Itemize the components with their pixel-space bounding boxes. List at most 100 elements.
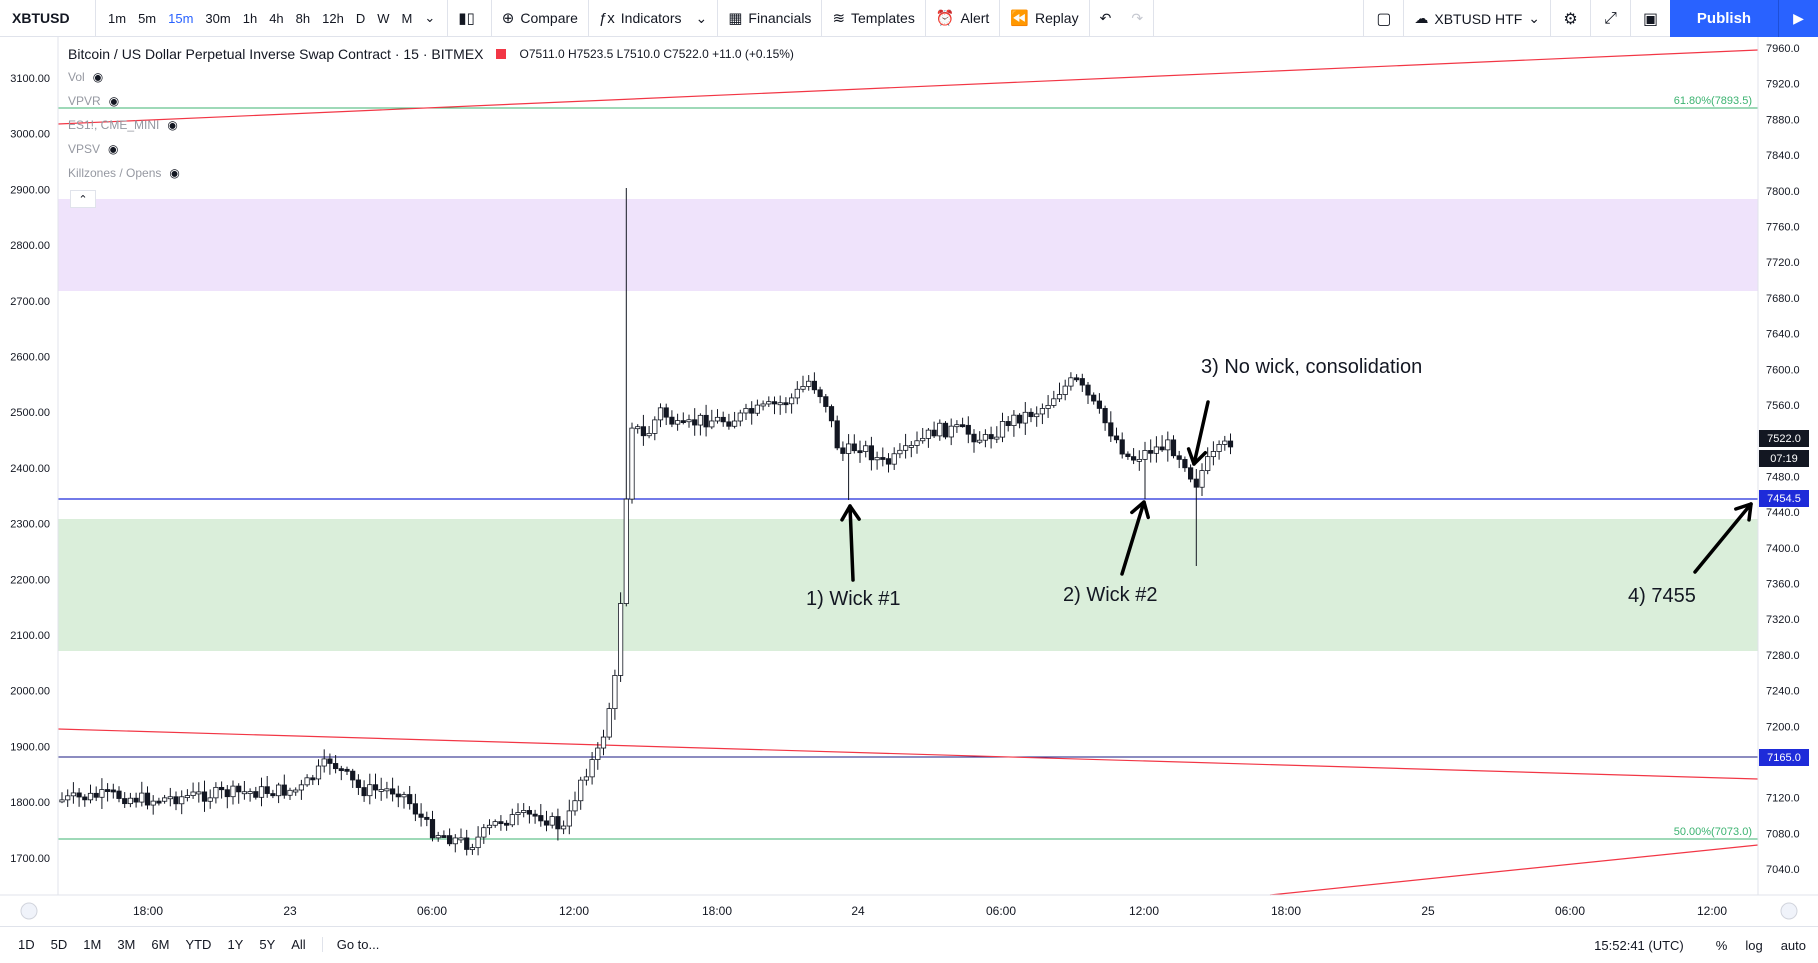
candle-body bbox=[298, 784, 305, 791]
candle-body bbox=[435, 835, 441, 839]
candle-body bbox=[515, 812, 521, 815]
candle-body bbox=[361, 787, 367, 797]
candle-body bbox=[1205, 456, 1211, 471]
bottom-right-controls: 15:52:41 (UTC) % log auto bbox=[1594, 927, 1818, 963]
left-axis-tick: 2300.00 bbox=[10, 519, 50, 531]
eye-hidden-icon[interactable]: ◉ bbox=[108, 94, 120, 108]
indicator-killzones[interactable]: Killzones / Opens ◉ bbox=[68, 166, 180, 180]
auto-toggle[interactable]: auto bbox=[1780, 937, 1806, 953]
timeframe-4h[interactable]: 4h bbox=[269, 10, 284, 26]
chevron-down-icon[interactable]: ⌄ bbox=[424, 10, 436, 25]
left-axis-tick: 2000.00 bbox=[10, 686, 50, 698]
left-axis-tick: 2600.00 bbox=[10, 352, 50, 364]
symbol-search[interactable]: XBTUSD bbox=[0, 0, 96, 37]
candle-body bbox=[885, 458, 892, 465]
collapse-legend-button[interactable]: ⌃ bbox=[70, 190, 96, 208]
candle-body bbox=[714, 416, 721, 422]
time-axis-tick: 06:00 bbox=[986, 904, 1016, 918]
time-axis-tick: 24 bbox=[851, 904, 865, 918]
timeframe-D[interactable]: D bbox=[355, 10, 366, 26]
range-5D[interactable]: 5D bbox=[50, 937, 68, 952]
candle-body bbox=[418, 813, 424, 818]
financials-button[interactable]: ▦ Financials bbox=[718, 0, 823, 37]
eye-hidden-icon[interactable]: ◉ bbox=[167, 118, 178, 132]
candle-body bbox=[1045, 405, 1051, 409]
publish-button[interactable]: Publish bbox=[1670, 0, 1778, 37]
range-1D[interactable]: 1D bbox=[18, 937, 35, 952]
eye-hidden-icon[interactable]: ◉ bbox=[169, 166, 180, 180]
fullscreen-icon[interactable]: ⤢ bbox=[1590, 0, 1630, 37]
compare-button[interactable]: ⊕ Compare bbox=[492, 0, 589, 37]
left-axis-tick: 2100.00 bbox=[10, 630, 50, 642]
undo-button[interactable]: ↶ bbox=[1090, 0, 1122, 37]
candle-body bbox=[1091, 394, 1097, 402]
play-icon[interactable]: ▶ bbox=[1778, 0, 1818, 37]
candle-body bbox=[1136, 458, 1142, 462]
timeframe-30m[interactable]: 30m bbox=[205, 10, 231, 26]
templates-button[interactable]: ≋ Templates bbox=[822, 0, 926, 37]
layout-icon[interactable]: ▢ bbox=[1363, 0, 1403, 37]
indicators-button[interactable]: ƒx Indicators ⌄ bbox=[589, 0, 719, 37]
timeframe-1h[interactable]: 1h bbox=[242, 10, 258, 26]
range-1Y[interactable]: 1Y bbox=[227, 937, 244, 952]
candle-body bbox=[213, 786, 219, 799]
right-axis-tick: 7800.0 bbox=[1766, 186, 1800, 198]
chart-canvas[interactable]: 61.80%(7893.5) 50.00%(7073.0) 3100.00 3000… bbox=[0, 37, 1818, 926]
timeframe-M[interactable]: M bbox=[401, 10, 413, 26]
eye-hidden-icon[interactable]: ◉ bbox=[108, 142, 119, 156]
percent-toggle[interactable]: % bbox=[1715, 937, 1728, 953]
alert-button[interactable]: ⏰ Alert bbox=[926, 0, 1001, 37]
candle-body bbox=[686, 419, 692, 423]
candle-body bbox=[475, 836, 481, 849]
indicator-vpvr[interactable]: VPVR ◉ bbox=[68, 94, 119, 108]
replay-button[interactable]: ⏪ Replay bbox=[1000, 0, 1090, 37]
auto-scale-icon bbox=[1780, 902, 1798, 920]
fib-50-label: 50.00%(7073.0) bbox=[1674, 826, 1752, 838]
timeframe-8h[interactable]: 8h bbox=[295, 10, 311, 26]
range-All[interactable]: All bbox=[291, 937, 306, 952]
eye-hidden-icon[interactable]: ◉ bbox=[92, 70, 104, 84]
camera-icon[interactable]: ▣ bbox=[1630, 0, 1670, 37]
log-toggle[interactable]: log bbox=[1745, 937, 1763, 953]
candle-body bbox=[538, 815, 544, 822]
candle-body bbox=[59, 799, 65, 803]
range-YTD[interactable]: YTD bbox=[185, 937, 212, 952]
candle-body bbox=[692, 419, 698, 426]
layout-name-dropdown[interactable]: ☁ XBTUSD HTF ⌄ bbox=[1403, 0, 1550, 37]
candle-body bbox=[697, 414, 704, 426]
redo-button[interactable]: ↷ bbox=[1121, 0, 1155, 37]
indicator-vpsv[interactable]: VPSV ◉ bbox=[68, 142, 119, 156]
rewind-icon: ⏪ bbox=[1010, 10, 1029, 27]
candle-body bbox=[446, 835, 453, 845]
candles-icon: ▮▯ bbox=[458, 10, 475, 27]
timeframe-15m[interactable]: 15m bbox=[168, 10, 194, 26]
last-price-tag: 7522.0 bbox=[1759, 430, 1809, 447]
timeframe-5m[interactable]: 5m bbox=[138, 10, 157, 26]
range-3M[interactable]: 3M bbox=[117, 937, 136, 952]
candle-body bbox=[76, 792, 82, 798]
timeframe-12h[interactable]: 12h bbox=[322, 10, 344, 26]
left-axis-tick: 2800.00 bbox=[10, 240, 50, 252]
indicator-es1[interactable]: ES1!, CME_MINI ◉ bbox=[68, 118, 178, 132]
candle-body bbox=[156, 800, 162, 804]
candle-body bbox=[868, 445, 875, 461]
range-1M[interactable]: 1M bbox=[83, 937, 102, 952]
candle-body bbox=[70, 792, 76, 797]
candle-body bbox=[1108, 422, 1114, 437]
indicator-label: Killzones / Opens bbox=[68, 166, 162, 180]
timeframe-1m[interactable]: 1m bbox=[108, 10, 127, 26]
gear-icon[interactable]: ⚙ bbox=[1550, 0, 1590, 37]
right-axis-tick: 7600.0 bbox=[1766, 364, 1800, 376]
goto-button[interactable]: Go to... bbox=[321, 937, 394, 952]
layout-name-label: XBTUSD HTF bbox=[1434, 10, 1523, 27]
right-axis-tick: 7320.0 bbox=[1766, 614, 1800, 626]
chart-type-button[interactable]: ▮▯ bbox=[448, 0, 492, 37]
indicator-vol[interactable]: Vol ◉ bbox=[68, 70, 103, 84]
candle-body bbox=[897, 449, 903, 455]
range-6M[interactable]: 6M bbox=[151, 937, 170, 952]
candle-body bbox=[572, 800, 578, 812]
candle-body bbox=[293, 789, 299, 793]
timeframe-W[interactable]: W bbox=[377, 10, 390, 26]
range-5Y[interactable]: 5Y bbox=[259, 937, 276, 952]
candle-body bbox=[492, 821, 498, 826]
